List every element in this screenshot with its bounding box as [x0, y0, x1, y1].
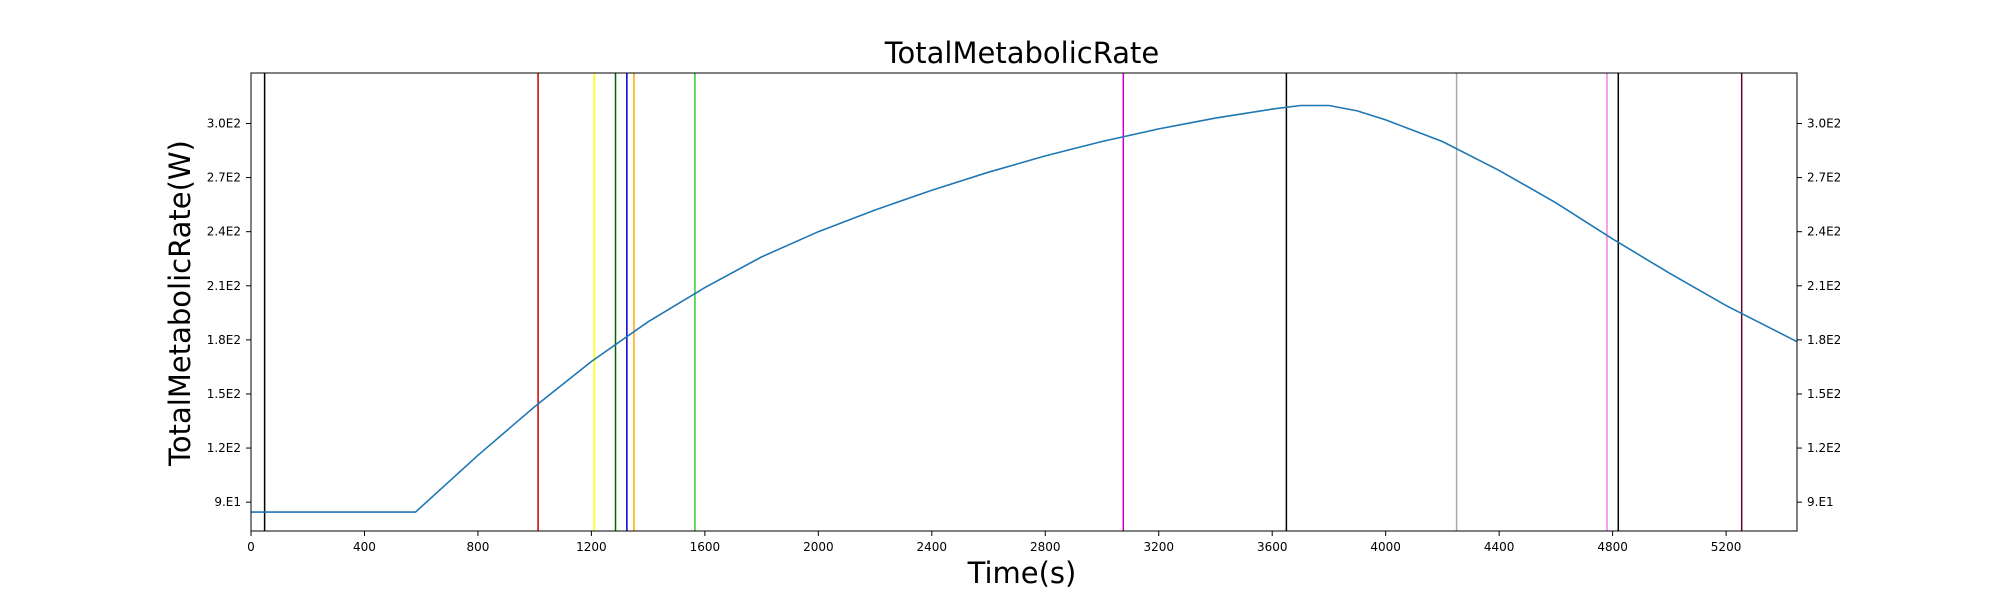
y-tick-label-left-7: 3.0E2: [207, 116, 241, 130]
y-tick-label-right-4: 2.1E2: [1807, 279, 1841, 293]
x-tick-label-4: 1600: [690, 540, 721, 554]
x-tick-label-0: 0: [247, 540, 255, 554]
y-axis-label: TotalMetabolicRate(W): [163, 140, 197, 467]
chart-title: TotalMetabolicRate: [884, 36, 1159, 70]
x-axis-label: Time(s): [967, 556, 1077, 590]
x-tick-label-8: 3200: [1143, 540, 1174, 554]
y-tick-label-right-0: 9.E1: [1807, 495, 1834, 509]
plot-frame: [250, 72, 1798, 532]
series-group: [251, 104, 1798, 513]
x-axis-ticks: 0 400 800 1200 1600 2000 2400 2800 3200 3600 4000 4…: [247, 531, 1741, 554]
x-tick-label-9: 3600: [1257, 540, 1288, 554]
x-tick-label-2: 800: [466, 540, 489, 554]
y-tick-label-left-4: 2.1E2: [207, 279, 241, 293]
y-tick-label-left-1: 1.2E2: [207, 441, 241, 455]
x-tick-label-13: 5200: [1711, 540, 1742, 554]
y-tick-label-left-6: 2.7E2: [207, 171, 241, 185]
series-line-0: [251, 104, 1798, 513]
y-tick-label-left-5: 2.4E2: [207, 225, 241, 239]
x-tick-label-3: 1200: [576, 540, 607, 554]
y-tick-label-left-0: 9.E1: [214, 495, 241, 509]
y-tick-label-right-6: 2.7E2: [1807, 171, 1841, 185]
x-tick-label-6: 2400: [917, 540, 948, 554]
y-tick-label-right-3: 1.8E2: [1807, 333, 1841, 347]
y-tick-label-left-2: 1.5E2: [207, 387, 241, 401]
y-tick-label-right-5: 2.4E2: [1807, 225, 1841, 239]
x-tick-label-5: 2000: [803, 540, 834, 554]
event-lines-group: [263, 73, 1743, 531]
y-axis-ticks: 9.E1 9.E1 1.2E2 1.2E2 1.5E2 1.5E2 1.8E2 1.8E2 2.…: [207, 116, 1842, 509]
x-tick-label-1: 400: [353, 540, 376, 554]
x-tick-label-7: 2800: [1030, 540, 1061, 554]
x-tick-label-12: 4800: [1597, 540, 1628, 554]
x-tick-label-11: 4400: [1484, 540, 1515, 554]
x-tick-label-10: 4000: [1370, 540, 1401, 554]
y-tick-label-right-2: 1.5E2: [1807, 387, 1841, 401]
y-tick-label-right-7: 3.0E2: [1807, 116, 1841, 130]
y-tick-label-right-1: 1.2E2: [1807, 441, 1841, 455]
y-tick-label-left-3: 1.8E2: [207, 333, 241, 347]
